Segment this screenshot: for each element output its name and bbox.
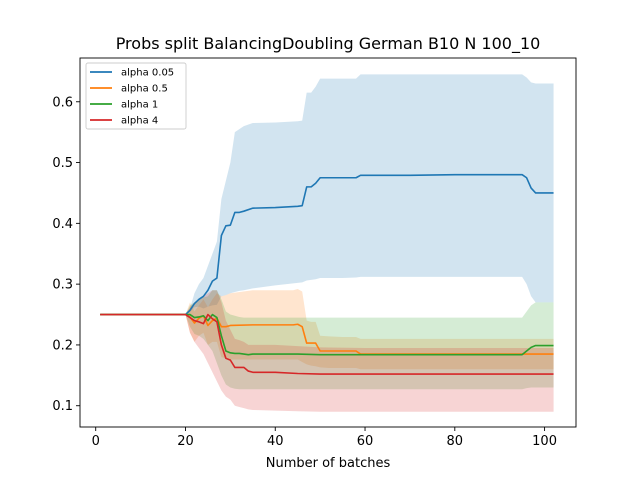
x-axis-label: Number of batches <box>266 456 391 471</box>
legend-label-alpha-0-5: alpha 0.5 <box>121 84 168 95</box>
y-tick-label: 0.1 <box>52 399 73 414</box>
y-tick-label: 0.6 <box>52 95 73 110</box>
plot-frame <box>79 57 577 428</box>
x-tick-label: 40 <box>267 434 284 449</box>
legend-box <box>85 62 187 130</box>
x-tick-label: 0 <box>92 434 100 449</box>
x-tick-label: 80 <box>447 434 464 449</box>
legend-label-alpha-0-05: alpha 0.05 <box>121 68 174 79</box>
x-axis: 0 20 40 60 80 100 <box>92 427 557 449</box>
series-line-alpha-0-05 <box>100 173 554 316</box>
legend-label-alpha-1: alpha 1 <box>121 100 158 111</box>
series-lines <box>100 173 554 375</box>
legend-label-alpha-4: alpha 4 <box>121 116 158 127</box>
y-tick-label: 0.4 <box>52 217 73 232</box>
x-tick-label: 20 <box>177 434 194 449</box>
y-tick-label: 0.5 <box>52 156 73 171</box>
y-tick-label: 0.3 <box>52 278 73 293</box>
x-tick-label: 60 <box>357 434 374 449</box>
band-alpha-0-5 <box>100 289 554 370</box>
legend: alpha 0.05 alpha 0.5 alpha 1 alpha 4 <box>85 62 187 130</box>
y-axis: 0.1 0.2 0.3 0.4 0.5 0.6 <box>52 95 80 414</box>
band-alpha-0-05 <box>100 74 554 315</box>
y-tick-label: 0.2 <box>52 338 73 353</box>
series-line-alpha-4 <box>100 313 554 375</box>
series-line-alpha-1 <box>100 313 554 356</box>
x-tick-label: 100 <box>532 434 557 449</box>
chart-title: Probs split BalancingDoubling German B10… <box>116 34 541 54</box>
